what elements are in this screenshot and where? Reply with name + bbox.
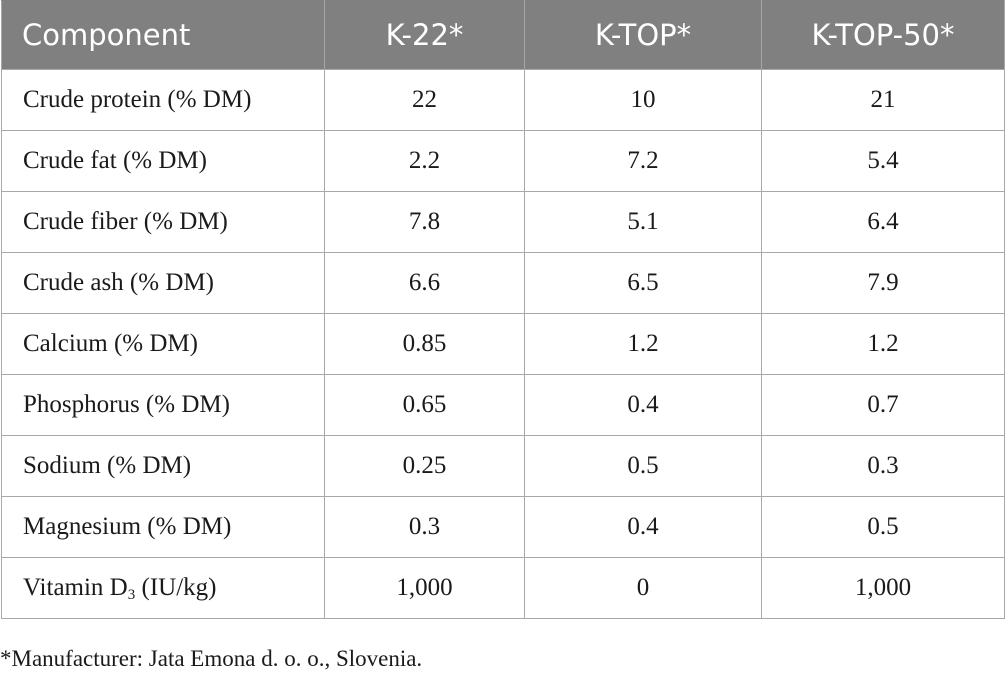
- k22-cell: 0.3: [324, 496, 525, 558]
- component-name: Vitamin D: [23, 574, 128, 601]
- ktop-cell: 0: [524, 557, 762, 619]
- ktop50-cell: 0.5: [761, 496, 1005, 558]
- table-row: Crude fat (% DM) 2.2 7.2 5.4: [1, 130, 1005, 192]
- k22-cell: 0.25: [324, 435, 525, 497]
- component-cell: Sodium (% DM): [1, 435, 325, 497]
- column-header-k22: K-22*: [324, 0, 525, 70]
- column-header-ktop: K-TOP*: [524, 0, 762, 70]
- component-cell: Magnesium (% DM): [1, 496, 325, 558]
- component-subscript: 3: [127, 587, 136, 603]
- column-header-ktop50: K-TOP-50*: [761, 0, 1005, 70]
- table-container: Component K-22* K-TOP* K-TOP-50* Crude p…: [1, 0, 1005, 619]
- component-cell: Crude ash (% DM): [1, 252, 325, 314]
- table-row: Crude ash (% DM) 6.6 6.5 7.9: [1, 252, 1005, 314]
- component-cell: Crude fat (% DM): [1, 130, 325, 192]
- ktop-cell: 0.5: [524, 435, 762, 497]
- ktop50-cell: 0.3: [761, 435, 1005, 497]
- component-cell: Phosphorus (% DM): [1, 374, 325, 436]
- table-header-row: Component K-22* K-TOP* K-TOP-50*: [1, 0, 1005, 70]
- ktop-cell: 7.2: [524, 130, 762, 192]
- ktop50-cell: 1,000: [761, 557, 1005, 619]
- k22-cell: 0.65: [324, 374, 525, 436]
- table-row: Magnesium (% DM) 0.3 0.4 0.5: [1, 496, 1005, 558]
- k22-cell: 1,000: [324, 557, 525, 619]
- ktop50-cell: 5.4: [761, 130, 1005, 192]
- table-row: Vitamin D3 (IU/kg) 1,000 0 1,000: [1, 557, 1005, 619]
- ktop50-cell: 21: [761, 69, 1005, 131]
- column-header-component: Component: [1, 0, 325, 70]
- table-footnote: *Manufacturer: Jata Emona d. o. o., Slov…: [0, 646, 423, 671]
- component-cell: Crude fiber (% DM): [1, 191, 325, 253]
- ktop-cell: 0.4: [524, 374, 762, 436]
- k22-cell: 7.8: [324, 191, 525, 253]
- component-unit: (IU/kg): [135, 574, 217, 601]
- k22-cell: 0.85: [324, 313, 525, 375]
- component-cell: Crude protein (% DM): [1, 69, 325, 131]
- table-row: Crude fiber (% DM) 7.8 5.1 6.4: [1, 191, 1005, 253]
- table-row: Crude protein (% DM) 22 10 21: [1, 69, 1005, 131]
- ktop-cell: 1.2: [524, 313, 762, 375]
- k22-cell: 2.2: [324, 130, 525, 192]
- ktop50-cell: 0.7: [761, 374, 1005, 436]
- table-row: Sodium (% DM) 0.25 0.5 0.3: [1, 435, 1005, 497]
- ktop50-cell: 7.9: [761, 252, 1005, 314]
- ktop-cell: 0.4: [524, 496, 762, 558]
- composition-table: Component K-22* K-TOP* K-TOP-50* Crude p…: [1, 0, 1005, 619]
- k22-cell: 22: [324, 69, 525, 131]
- k22-cell: 6.6: [324, 252, 525, 314]
- ktop-cell: 10: [524, 69, 762, 131]
- ktop-cell: 5.1: [524, 191, 762, 253]
- table-row: Phosphorus (% DM) 0.65 0.4 0.7: [1, 374, 1005, 436]
- ktop50-cell: 1.2: [761, 313, 1005, 375]
- ktop50-cell: 6.4: [761, 191, 1005, 253]
- component-cell: Calcium (% DM): [1, 313, 325, 375]
- ktop-cell: 6.5: [524, 252, 762, 314]
- component-cell: Vitamin D3 (IU/kg): [1, 557, 325, 619]
- table-row: Calcium (% DM) 0.85 1.2 1.2: [1, 313, 1005, 375]
